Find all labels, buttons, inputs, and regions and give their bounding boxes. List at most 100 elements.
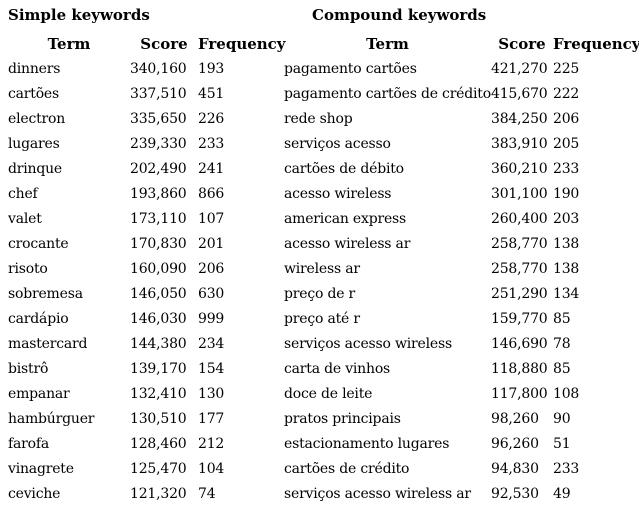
cell-term: drinque: [8, 161, 63, 177]
compound-keywords-table: Term Score Frequency pagamento cartões 42…: [284, 32, 639, 507]
cell-frequency: 138: [553, 261, 580, 277]
column-header-frequency: Frequency: [553, 35, 639, 53]
cell-frequency: 190: [553, 186, 580, 202]
cell-frequency: 630: [198, 286, 225, 302]
cell-term: pratos principais: [284, 411, 401, 427]
cell-term: estacionamento lugares: [284, 436, 450, 452]
cell-term: serviços acesso wireless ar: [284, 486, 471, 502]
cell-frequency: 134: [553, 286, 580, 302]
cell-frequency: 451: [198, 86, 225, 102]
cell-term: serviços acesso: [284, 136, 391, 152]
cell-score: 170,830: [130, 236, 187, 252]
cell-term: mastercard: [8, 336, 88, 352]
cell-frequency: 225: [553, 61, 580, 77]
cell-score: 146,050: [130, 286, 187, 302]
cell-score: 384,250: [491, 111, 548, 127]
cell-frequency: 90: [553, 411, 571, 427]
cell-frequency: 193: [198, 61, 225, 77]
cell-frequency: 203: [553, 211, 580, 227]
cell-frequency: 177: [198, 411, 225, 427]
cell-score: 144,380: [130, 336, 187, 352]
cell-term: carta de vinhos: [284, 361, 391, 377]
cell-term: risoto: [8, 261, 48, 277]
cell-term: crocante: [8, 236, 69, 252]
cell-frequency: 241: [198, 161, 225, 177]
cell-term: sobremesa: [8, 286, 83, 302]
cell-term: valet: [8, 211, 42, 227]
cell-score: 383,910: [491, 136, 548, 152]
cell-term: cartões de crédito: [284, 461, 410, 477]
cell-frequency: 206: [198, 261, 225, 277]
cell-score: 117,800: [491, 386, 548, 402]
cell-term: rede shop: [284, 111, 353, 127]
column-header-frequency: Frequency: [198, 35, 286, 53]
cell-frequency: 233: [553, 461, 580, 477]
cell-term: cardápio: [8, 311, 69, 327]
cell-term: electron: [8, 111, 66, 127]
cell-score: 96,260: [491, 436, 539, 452]
cell-score: 360,210: [491, 161, 548, 177]
cell-score: 258,770: [491, 261, 548, 277]
cell-score: 98,260: [491, 411, 539, 427]
cell-frequency: 107: [198, 211, 225, 227]
cell-score: 130,510: [130, 411, 187, 427]
cell-score: 258,770: [491, 236, 548, 252]
cell-term: doce de leite: [284, 386, 373, 402]
cell-frequency: 233: [198, 136, 225, 152]
column-header-term: Term: [366, 35, 409, 53]
cell-score: 239,330: [130, 136, 187, 152]
cell-frequency: 212: [198, 436, 225, 452]
cell-score: 301,100: [491, 186, 548, 202]
cell-score: 92,530: [491, 486, 539, 502]
cell-score: 202,490: [130, 161, 187, 177]
cell-frequency: 205: [553, 136, 580, 152]
cell-score: 146,690: [491, 336, 548, 352]
cell-score: 335,650: [130, 111, 187, 127]
cell-term: acesso wireless ar: [284, 236, 411, 252]
cell-frequency: 234: [198, 336, 225, 352]
cell-term: pagamento cartões de crédito: [284, 86, 491, 102]
cell-score: 125,470: [130, 461, 187, 477]
cell-frequency: 49: [553, 486, 571, 502]
cell-score: 340,160: [130, 61, 187, 77]
cell-score: 159,770: [491, 311, 548, 327]
cell-score: 251,290: [491, 286, 548, 302]
cell-term: wireless ar: [284, 261, 360, 277]
cell-term: chef: [8, 186, 38, 202]
cell-score: 173,110: [130, 211, 187, 227]
cell-term: farofa: [8, 436, 49, 452]
cell-score: 160,090: [130, 261, 187, 277]
simple-keywords-title: Simple keywords: [8, 6, 150, 24]
column-header-score: Score: [498, 35, 546, 53]
cell-term: empanar: [8, 386, 70, 402]
cell-frequency: 130: [198, 386, 225, 402]
cell-score: 415,670: [491, 86, 548, 102]
compound-keywords-title: Compound keywords: [312, 6, 487, 24]
cell-frequency: 866: [198, 186, 225, 202]
column-header-score: Score: [140, 35, 188, 53]
cell-score: 94,830: [491, 461, 539, 477]
cell-frequency: 74: [198, 486, 216, 502]
column-header-term: Term: [47, 35, 91, 53]
cell-score: 146,030: [130, 311, 187, 327]
cell-term: preço de r: [284, 286, 356, 302]
cell-score: 193,860: [130, 186, 187, 202]
cell-frequency: 85: [553, 361, 571, 377]
cell-frequency: 233: [553, 161, 580, 177]
cell-term: american express: [284, 211, 407, 227]
cell-frequency: 108: [553, 386, 580, 402]
simple-keywords-table: Term Score Frequency dinners 340,160 193 ca…: [8, 32, 286, 507]
cell-frequency: 104: [198, 461, 225, 477]
cell-score: 139,170: [130, 361, 187, 377]
cell-term: pagamento cartões: [284, 61, 417, 77]
cell-score: 421,270: [491, 61, 548, 77]
cell-term: bistrô: [8, 361, 49, 377]
cell-term: hambúrguer: [8, 411, 95, 427]
cell-frequency: 206: [553, 111, 580, 127]
cell-term: serviços acesso wireless: [284, 336, 452, 352]
cell-score: 132,410: [130, 386, 187, 402]
cell-score: 128,460: [130, 436, 187, 452]
cell-term: cartões: [8, 86, 60, 102]
cell-frequency: 226: [198, 111, 225, 127]
